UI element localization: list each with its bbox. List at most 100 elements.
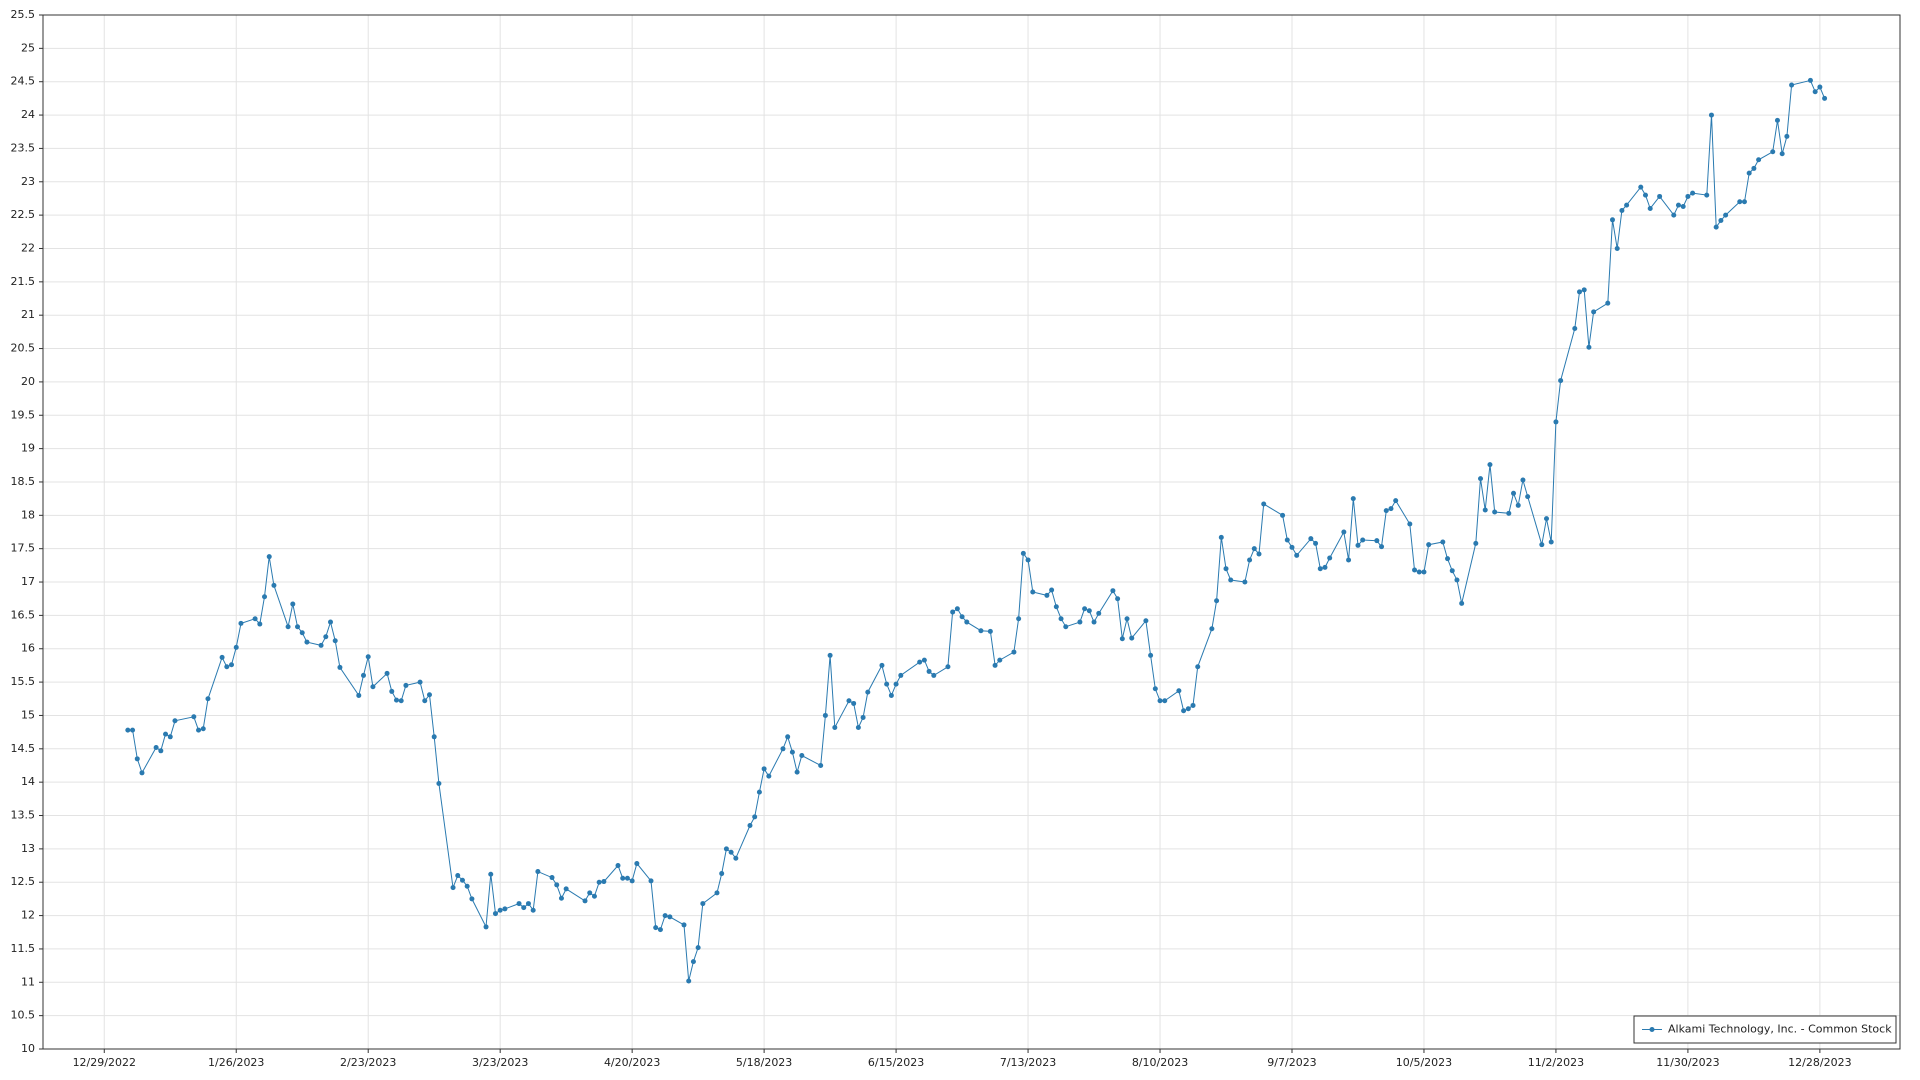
point	[1685, 193, 1691, 199]
point	[328, 619, 334, 625]
point	[1228, 577, 1234, 583]
y-tick-label: 11	[21, 975, 35, 988]
x-tick-label: 11/30/2023	[1656, 1056, 1719, 1069]
point	[535, 869, 541, 875]
point	[686, 978, 692, 984]
point	[436, 780, 442, 786]
y-tick-label: 12.5	[11, 875, 36, 888]
point	[1308, 536, 1314, 542]
point	[323, 634, 329, 640]
point	[917, 659, 923, 665]
point	[1609, 217, 1615, 223]
point	[879, 662, 885, 668]
point	[1030, 589, 1036, 595]
point	[1416, 569, 1422, 575]
point	[1807, 77, 1813, 83]
point	[728, 849, 734, 855]
y-tick-label: 25	[21, 41, 35, 54]
point	[483, 924, 489, 930]
point	[492, 911, 498, 917]
y-tick-label: 24.5	[11, 75, 36, 88]
point	[1473, 540, 1479, 546]
point	[789, 749, 795, 755]
point	[337, 664, 343, 670]
point	[950, 609, 956, 615]
point	[1280, 512, 1286, 518]
point	[818, 762, 824, 768]
point	[389, 688, 395, 694]
point	[898, 672, 904, 678]
point	[1647, 205, 1653, 211]
point	[153, 744, 159, 750]
point	[1581, 287, 1587, 293]
y-tick-label: 21	[21, 308, 35, 321]
point	[205, 696, 211, 702]
point	[1478, 476, 1484, 482]
point	[252, 616, 258, 622]
point	[1214, 598, 1220, 604]
point	[1407, 521, 1413, 527]
point	[1251, 546, 1257, 552]
y-tick-label: 10.5	[11, 1009, 36, 1022]
x-tick-label: 10/5/2023	[1396, 1056, 1452, 1069]
point	[615, 863, 621, 869]
point	[488, 871, 494, 877]
y-tick-label: 20.5	[11, 342, 36, 355]
point	[959, 614, 965, 620]
y-tick-label: 10	[21, 1042, 35, 1055]
point	[926, 668, 932, 674]
legend: Alkami Technology, Inc. - Common Stock	[1633, 1015, 1897, 1044]
point	[554, 882, 560, 888]
point	[1011, 649, 1017, 655]
point	[1544, 516, 1550, 522]
point	[516, 901, 522, 907]
x-tick-label: 3/23/2023	[472, 1056, 528, 1069]
point	[1737, 199, 1743, 205]
point	[591, 893, 597, 899]
point	[271, 582, 277, 588]
y-tick-label: 21.5	[11, 275, 36, 288]
point	[1124, 616, 1130, 622]
point	[365, 654, 371, 660]
legend-box	[1633, 1015, 1897, 1044]
point	[1548, 539, 1554, 545]
point	[219, 654, 225, 660]
point	[1817, 84, 1823, 90]
point	[360, 672, 366, 678]
point	[1779, 151, 1785, 157]
point	[1680, 203, 1686, 209]
point	[417, 679, 423, 685]
point	[1492, 509, 1498, 515]
point	[667, 914, 673, 920]
point	[1671, 212, 1677, 218]
point	[714, 890, 720, 896]
point	[1350, 496, 1356, 502]
point	[224, 664, 230, 670]
y-tick-label: 19	[21, 442, 35, 455]
point	[799, 752, 805, 758]
point	[1223, 566, 1229, 572]
point	[422, 698, 428, 704]
point	[1822, 95, 1828, 101]
point	[332, 638, 338, 644]
point	[954, 606, 960, 612]
point	[1388, 506, 1394, 512]
point	[1741, 199, 1747, 205]
point	[601, 879, 607, 885]
y-tick-label: 13	[21, 842, 35, 855]
point	[1638, 184, 1644, 190]
point	[1591, 309, 1597, 315]
point	[318, 642, 324, 648]
point	[1482, 507, 1488, 513]
point	[596, 879, 602, 885]
point	[893, 681, 899, 687]
point	[1675, 202, 1681, 208]
point	[1619, 207, 1625, 213]
point	[172, 718, 178, 724]
point	[766, 773, 772, 779]
point	[1708, 112, 1714, 118]
point	[851, 700, 857, 706]
point	[393, 697, 399, 703]
point	[285, 624, 291, 630]
point	[1379, 544, 1385, 550]
